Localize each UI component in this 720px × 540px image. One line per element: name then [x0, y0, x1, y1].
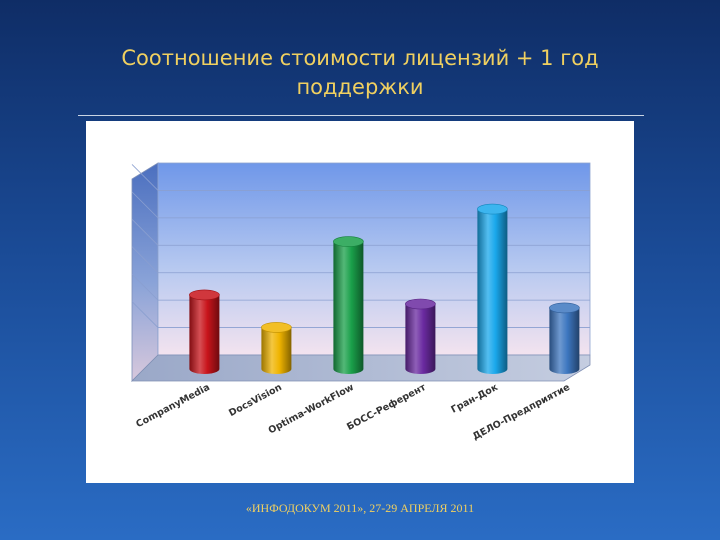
- bars: [189, 203, 580, 375]
- bar-top: [549, 302, 580, 314]
- bar-1: [189, 289, 220, 374]
- side-gridline: [131, 301, 159, 328]
- x-axis-labels: CompanyMedia DocsVisionOptima-WorkFlowБОС…: [134, 382, 572, 443]
- x-tick-label: БОСС-Референт: [345, 382, 428, 433]
- slide-footer: «ИНФОДОКУМ 2011», 27-29 АПРЕЛЯ 2011: [245, 501, 475, 515]
- bar-body: [189, 294, 220, 374]
- bar-top: [405, 298, 436, 310]
- title-divider: [78, 115, 644, 116]
- side-gridline: [131, 164, 159, 191]
- slide-title-line-1: Соотношение стоимости лицензий + 1 год: [121, 46, 599, 70]
- bar-4: [405, 298, 436, 374]
- bar-body: [405, 304, 436, 374]
- bar-chart: CompanyMedia DocsVisionOptima-WorkFlowБОС…: [131, 162, 591, 443]
- side-gridline: [131, 191, 159, 219]
- slide-title-line-2: поддержки: [296, 75, 424, 99]
- bar-3: [333, 236, 364, 375]
- bar-top: [333, 236, 364, 247]
- x-tick-label: CompanyMedia: [134, 382, 212, 430]
- side-gridline: [131, 246, 159, 273]
- bar-6: [549, 302, 580, 374]
- bar-5: [477, 203, 508, 375]
- gridlines: [131, 164, 590, 328]
- bar-body: [261, 327, 292, 374]
- slide-title: Соотношение стоимости лицензий + 1 год п…: [60, 44, 660, 102]
- bar-top: [189, 289, 220, 301]
- x-tick-label: DocsVision: [227, 382, 284, 419]
- x-tick-label: Гран-Док: [449, 382, 500, 416]
- bar-top: [477, 203, 508, 215]
- bar-2: [261, 322, 292, 374]
- side-gridline: [131, 219, 159, 246]
- chart-panel: CompanyMedia DocsVision Optima-WorkFlow БОС…: [86, 121, 634, 483]
- bar-body: [549, 307, 580, 374]
- side-gridline: [131, 273, 159, 301]
- bar-top: [261, 322, 292, 333]
- bar-body: [477, 209, 508, 375]
- chart-back-wall: [157, 162, 591, 356]
- bar-body: [333, 241, 364, 375]
